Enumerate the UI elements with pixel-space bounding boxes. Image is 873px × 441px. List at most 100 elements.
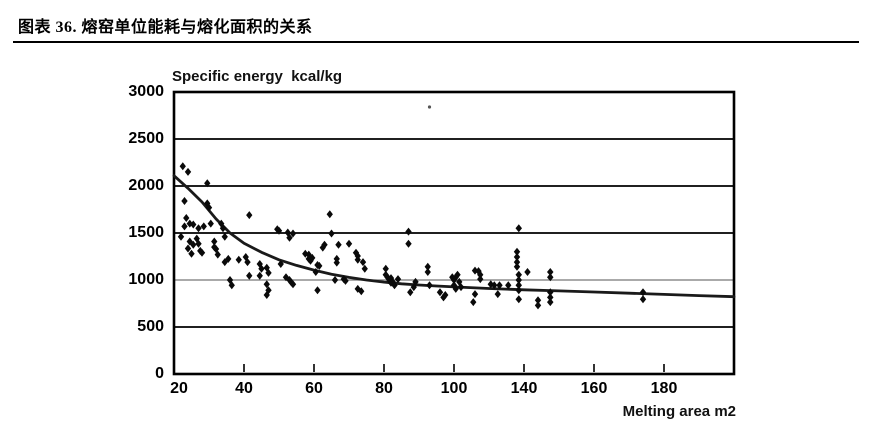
x-tick-label: 40 — [235, 380, 253, 397]
data-point — [494, 290, 501, 299]
data-point — [188, 249, 195, 258]
data-point — [335, 240, 342, 249]
data-point — [412, 277, 419, 286]
data-point — [289, 280, 297, 289]
data-point — [454, 270, 461, 279]
data-point — [226, 276, 234, 284]
plot-border — [172, 90, 736, 376]
data-point — [442, 291, 449, 299]
data-point — [513, 253, 521, 261]
data-point — [496, 281, 503, 290]
data-point — [289, 229, 297, 238]
data-point — [275, 226, 283, 235]
data-point — [342, 276, 349, 285]
data-point — [181, 222, 188, 231]
data-point — [471, 290, 479, 299]
data-point — [477, 275, 484, 284]
x-tick-label: 60 — [305, 380, 323, 397]
data-point — [204, 179, 211, 188]
data-point — [515, 276, 522, 284]
data-point — [309, 253, 316, 262]
data-point — [515, 270, 522, 279]
data-point — [256, 271, 263, 280]
data-point — [319, 243, 326, 252]
data-point — [207, 219, 214, 228]
data-point — [515, 224, 522, 233]
data-point — [263, 291, 270, 299]
data-point — [477, 270, 484, 279]
data-point — [513, 262, 521, 271]
data-point — [331, 276, 339, 284]
data-point — [515, 286, 522, 295]
data-point — [436, 288, 444, 297]
data-point — [354, 255, 361, 264]
figure-title: 图表 36. 熔窑单位能耗与熔化面积的关系 — [18, 19, 313, 36]
data-point — [258, 264, 265, 273]
data-point — [407, 288, 414, 297]
data-point — [200, 222, 207, 231]
y-tick-label: 2000 — [128, 177, 164, 194]
stray-dot — [427, 105, 432, 109]
data-point — [352, 248, 360, 257]
data-point — [382, 264, 389, 273]
data-point — [244, 258, 251, 267]
data-point — [457, 283, 465, 292]
data-point — [405, 239, 412, 248]
data-point — [212, 245, 220, 253]
data-point — [181, 197, 188, 205]
data-point — [547, 288, 554, 297]
title-divider — [13, 41, 859, 43]
data-point — [198, 248, 206, 257]
data-point — [491, 281, 498, 290]
data-point — [205, 203, 213, 212]
x-tick-label: 180 — [650, 380, 678, 397]
data-point — [221, 232, 228, 241]
data-point — [195, 224, 202, 233]
y-tick-label: 3000 — [128, 83, 164, 100]
data-point — [513, 258, 521, 267]
data-point — [219, 224, 227, 233]
data-point — [286, 233, 293, 242]
data-point — [547, 273, 554, 282]
y-axis-title: Specific energy kcal/kg — [172, 68, 343, 85]
data-point — [246, 211, 253, 220]
data-point — [424, 262, 431, 271]
data-point — [639, 288, 647, 297]
y-tick-label: 2500 — [128, 130, 164, 147]
data-point — [184, 244, 192, 253]
data-point — [345, 239, 353, 248]
data-point — [235, 255, 242, 264]
data-point — [307, 256, 314, 265]
data-point — [513, 247, 521, 256]
data-point — [394, 275, 402, 284]
y-tick-label: 500 — [137, 318, 164, 335]
data-point — [183, 214, 190, 222]
data-point — [426, 281, 433, 290]
data-point — [547, 298, 554, 307]
data-point — [211, 237, 218, 246]
y-tick-label: 1000 — [128, 271, 164, 288]
data-point — [547, 268, 554, 276]
data-point — [314, 286, 321, 295]
data-point — [391, 281, 398, 290]
data-point — [639, 295, 647, 304]
y-tick-label: 1500 — [128, 224, 164, 241]
data-point — [505, 281, 512, 290]
data-point — [328, 229, 335, 238]
data-point — [246, 271, 253, 280]
x-tick-label: 140 — [510, 380, 538, 397]
data-point — [312, 268, 319, 276]
data-point — [361, 264, 368, 273]
data-point — [524, 268, 531, 276]
data-point — [228, 281, 235, 290]
data-point — [326, 210, 333, 219]
data-point — [515, 281, 522, 290]
data-point — [547, 293, 554, 302]
data-point — [358, 287, 365, 296]
data-point — [263, 280, 270, 289]
data-point — [214, 250, 221, 259]
data-point — [515, 295, 522, 304]
data-point — [225, 254, 232, 263]
